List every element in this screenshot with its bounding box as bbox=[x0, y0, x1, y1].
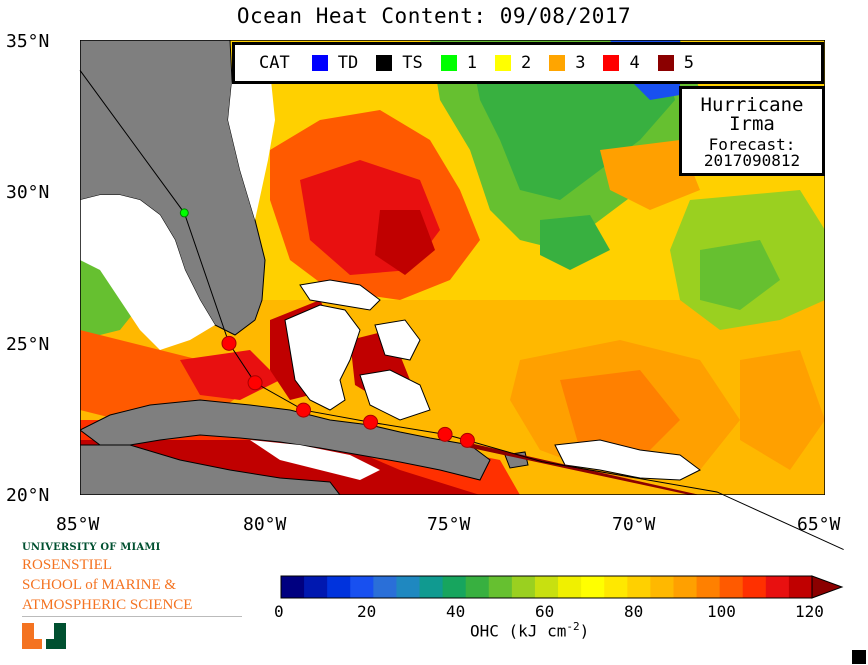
colorbar-bin bbox=[719, 576, 744, 598]
umiami-logo: UNIVERSITY OF MIAMI ROSENSTIEL SCHOOL of… bbox=[22, 542, 252, 653]
legend-item-td: TD bbox=[311, 53, 358, 73]
lat-label-30: 30°N bbox=[6, 182, 50, 203]
colorbar-bin bbox=[465, 576, 490, 598]
corner-marker bbox=[852, 650, 866, 664]
colorbar-bin bbox=[627, 576, 651, 598]
colorbar-tick-0: 0 bbox=[274, 602, 284, 621]
lon-label-70: 70°W bbox=[612, 514, 656, 535]
legend-swatch bbox=[311, 55, 328, 71]
school-line-1: ROSENSTIEL bbox=[22, 557, 112, 573]
colorbar-bin bbox=[373, 576, 397, 598]
track-position-marker bbox=[363, 414, 379, 430]
lon-label-85: 85°W bbox=[56, 514, 100, 535]
storm-info-box: Hurricane Irma Forecast: 2017090812 bbox=[679, 86, 825, 176]
legend-item-cat3: 3 bbox=[549, 53, 585, 73]
lon-label-80: 80°W bbox=[243, 514, 287, 535]
legend-swatch bbox=[603, 55, 620, 71]
colorbar-bin bbox=[350, 576, 374, 598]
legend-title: CAT bbox=[259, 53, 290, 73]
colorbar-tick-20: 20 bbox=[357, 602, 377, 621]
legend-item-cat4: 4 bbox=[603, 53, 640, 73]
u-logo-icon bbox=[22, 623, 66, 649]
university-name: UNIVERSITY OF MIAMI bbox=[22, 542, 161, 553]
legend-swatch bbox=[376, 55, 393, 71]
colorbar-tick-120: 120 bbox=[795, 602, 824, 621]
category-legend: CAT TD TS 1 2 3 4 5 bbox=[232, 42, 824, 84]
legend-item-ts: TS bbox=[376, 53, 423, 73]
colorbar-units: OHC (kJ cm-2) bbox=[470, 620, 590, 641]
legend-swatch bbox=[657, 55, 674, 71]
legend-swatch bbox=[549, 55, 566, 71]
colorbar-bin bbox=[673, 576, 698, 598]
track-position-marker bbox=[296, 402, 311, 418]
track-position-marker bbox=[459, 432, 475, 448]
forecast-label: Forecast: bbox=[708, 135, 796, 154]
colorbar-bin bbox=[558, 576, 582, 598]
forecast-time: 2017090812 bbox=[703, 151, 801, 170]
logo-divider bbox=[22, 616, 242, 617]
colorbar-bin bbox=[327, 576, 351, 598]
map-title: Ocean Heat Content: 09/08/2017 bbox=[236, 4, 632, 28]
legend-swatch bbox=[440, 55, 457, 71]
colorbar-bin bbox=[304, 576, 328, 598]
colorbar-bin bbox=[488, 576, 513, 598]
colorbar-bin bbox=[765, 576, 790, 598]
lat-label-25: 25°N bbox=[6, 334, 50, 355]
lat-label-35: 35°N bbox=[6, 31, 50, 52]
track-position-marker bbox=[247, 375, 263, 391]
school-line-2: SCHOOL of MARINE & bbox=[22, 577, 177, 593]
storm-type: Hurricane bbox=[700, 94, 804, 116]
colorbar-bin bbox=[442, 576, 467, 598]
storm-name: Irma bbox=[729, 113, 775, 135]
colorbar-bin bbox=[742, 576, 767, 598]
colorbar-tick-100: 100 bbox=[707, 602, 736, 621]
colorbar-bin bbox=[650, 576, 674, 598]
track-position-marker bbox=[221, 335, 237, 351]
colorbar-bin bbox=[581, 576, 605, 598]
lon-label-75: 75°W bbox=[427, 514, 471, 535]
colorbar-bin bbox=[788, 576, 813, 598]
colorbar-bin bbox=[604, 576, 628, 598]
track-position-marker bbox=[437, 426, 453, 442]
legend-item-cat2: 2 bbox=[494, 53, 531, 73]
colorbar-extend-arrow bbox=[811, 575, 844, 599]
school-line-3: ATMOSPHERIC SCIENCE bbox=[22, 597, 193, 613]
track-position-marker bbox=[179, 208, 189, 218]
colorbar-bin bbox=[696, 576, 721, 598]
colorbar-bin bbox=[396, 576, 421, 598]
colorbar-tick-80: 80 bbox=[624, 602, 644, 621]
lon-label-65: 65°W bbox=[797, 514, 841, 535]
colorbar-bin bbox=[534, 576, 559, 598]
legend-item-cat5: 5 bbox=[657, 53, 694, 73]
lat-label-20: 20°N bbox=[6, 485, 50, 506]
legend-item-cat1: 1 bbox=[440, 53, 477, 73]
colorbar-bin bbox=[281, 576, 305, 598]
colorbar-frame bbox=[280, 575, 813, 599]
colorbar-tick-60: 60 bbox=[535, 602, 555, 621]
colorbar-bin bbox=[419, 576, 444, 598]
colorbar-bin bbox=[511, 576, 536, 598]
colorbar-tick-40: 40 bbox=[446, 602, 466, 621]
legend-swatch bbox=[494, 55, 511, 71]
